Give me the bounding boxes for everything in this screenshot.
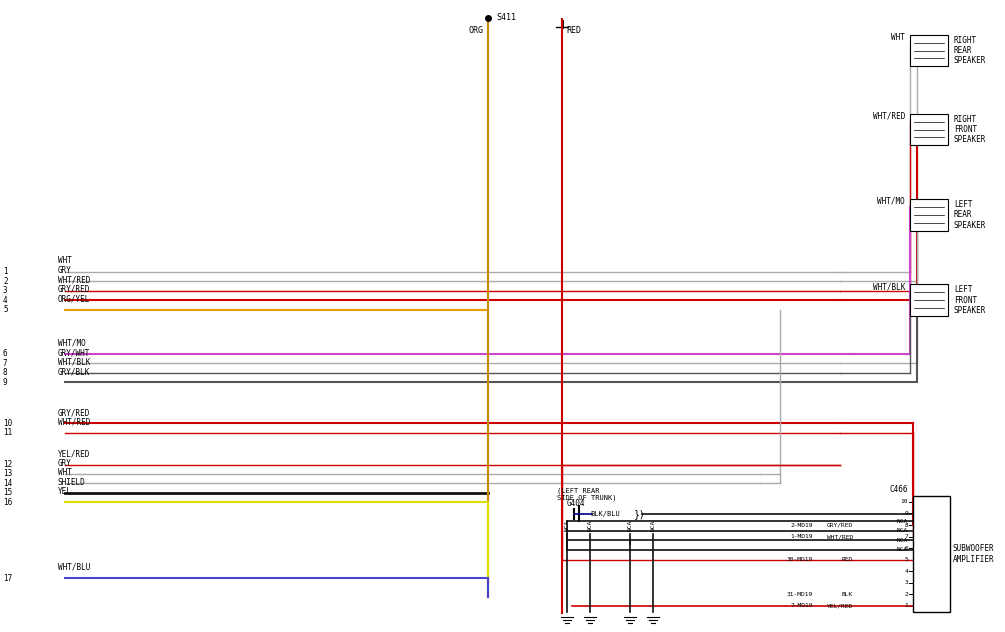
Text: GRY/RED: GRY/RED [827, 523, 853, 528]
Text: WHT/MO: WHT/MO [58, 339, 85, 348]
Text: GRY/RED: GRY/RED [58, 285, 90, 294]
Text: GRY/WHT: GRY/WHT [58, 348, 90, 357]
Text: 10: 10 [900, 499, 908, 504]
Text: ORG/YEL: ORG/YEL [58, 295, 90, 303]
Text: WHT/MO: WHT/MO [877, 197, 904, 206]
Text: 14: 14 [3, 479, 12, 488]
Text: C466: C466 [889, 485, 908, 494]
Text: WHT/RED: WHT/RED [58, 276, 90, 284]
Text: GRY/WHT: GRY/WHT [912, 222, 945, 231]
Text: BLK/BLU: BLK/BLU [590, 511, 620, 517]
Text: RED: RED [566, 26, 581, 35]
Text: 9: 9 [904, 511, 908, 516]
Text: 5: 5 [904, 557, 908, 562]
Text: 2-MD19: 2-MD19 [791, 523, 813, 528]
Text: GRY/RED: GRY/RED [912, 137, 945, 146]
Text: 12: 12 [3, 460, 12, 469]
Text: GRY: GRY [912, 58, 926, 67]
Text: RIGHT
FRONT
SPEAKER: RIGHT FRONT SPEAKER [954, 114, 986, 145]
Text: 30-MD19: 30-MD19 [787, 557, 813, 562]
Text: 1: 1 [3, 267, 8, 276]
Bar [913, 496, 950, 612]
Text: 3: 3 [904, 580, 908, 585]
Text: LEFT
REAR
SPEAKER: LEFT REAR SPEAKER [954, 200, 986, 230]
Text: WHT: WHT [58, 468, 72, 477]
Text: WHT/RED: WHT/RED [58, 418, 90, 427]
Text: WHT/BLK: WHT/BLK [58, 358, 90, 367]
Text: 1-MD19: 1-MD19 [791, 534, 813, 539]
Text: }): }) [634, 509, 646, 519]
Text: GRY/BLK: GRY/BLK [58, 367, 90, 376]
Text: NCA: NCA [896, 528, 908, 533]
Bar [910, 199, 948, 231]
Text: (LEFT REAR: (LEFT REAR [557, 488, 600, 494]
Text: 8: 8 [3, 368, 8, 377]
Text: SIDE OF TRUNK): SIDE OF TRUNK) [557, 494, 616, 501]
Text: 6: 6 [904, 545, 908, 550]
Bar [910, 284, 948, 316]
Text: NCA: NCA [896, 538, 908, 543]
Text: 1: 1 [904, 604, 908, 609]
Text: GRY/BLK: GRY/BLK [912, 307, 945, 317]
Text: WHT/RED: WHT/RED [872, 111, 904, 121]
Text: WHT/BLU: WHT/BLU [58, 563, 90, 572]
Text: 10: 10 [3, 419, 12, 428]
Text: 4: 4 [3, 296, 8, 305]
Text: 8: 8 [904, 523, 908, 528]
Bar [910, 35, 948, 66]
Text: RIGHT
REAR
SPEAKER: RIGHT REAR SPEAKER [954, 35, 986, 66]
Text: WHT/BLK: WHT/BLK [872, 282, 904, 291]
Text: 13: 13 [3, 470, 12, 478]
Text: SUBWOOFER
AMPLIFIER: SUBWOOFER AMPLIFIER [953, 544, 995, 564]
Text: 3: 3 [3, 286, 8, 295]
Text: 9: 9 [3, 378, 8, 387]
Text: GRY/RED: GRY/RED [58, 408, 90, 417]
Text: NCA: NCA [588, 520, 593, 531]
Text: 11: 11 [3, 428, 12, 437]
Text: NCA: NCA [650, 520, 655, 531]
Text: WHT: WHT [891, 32, 905, 42]
Text: GRY: GRY [58, 459, 72, 468]
Text: RED: RED [842, 557, 853, 562]
Text: NCA: NCA [565, 520, 570, 531]
Text: 16: 16 [3, 498, 12, 507]
Text: 15: 15 [3, 489, 12, 497]
Text: WHT/RED: WHT/RED [827, 534, 853, 539]
Text: GRY: GRY [58, 266, 72, 275]
Text: 4: 4 [904, 569, 908, 574]
Text: LEFT
FRONT
SPEAKER: LEFT FRONT SPEAKER [954, 285, 986, 315]
Text: 6: 6 [3, 349, 8, 358]
Text: BLK: BLK [842, 592, 853, 597]
Text: 2: 2 [904, 592, 908, 597]
Text: SHIELD: SHIELD [58, 478, 85, 487]
Text: YEL: YEL [58, 487, 72, 496]
Text: G404: G404 [567, 499, 586, 508]
Text: 7-MD19: 7-MD19 [791, 604, 813, 609]
Text: ORG: ORG [469, 26, 484, 35]
Text: NCA: NCA [896, 547, 908, 552]
Text: 5: 5 [3, 305, 8, 314]
Text: 17: 17 [3, 574, 12, 583]
Text: S411: S411 [496, 13, 516, 22]
Text: YEL/RED: YEL/RED [58, 449, 90, 458]
Text: YEL/RED: YEL/RED [827, 604, 853, 609]
Text: NCA: NCA [627, 520, 632, 531]
Text: 31-MD19: 31-MD19 [787, 592, 813, 597]
Text: 7: 7 [3, 359, 8, 368]
Bar [910, 114, 948, 145]
Text: 7: 7 [904, 534, 908, 539]
Text: NCA: NCA [896, 519, 908, 524]
Text: 2: 2 [3, 277, 8, 286]
Text: WHT: WHT [58, 257, 72, 265]
